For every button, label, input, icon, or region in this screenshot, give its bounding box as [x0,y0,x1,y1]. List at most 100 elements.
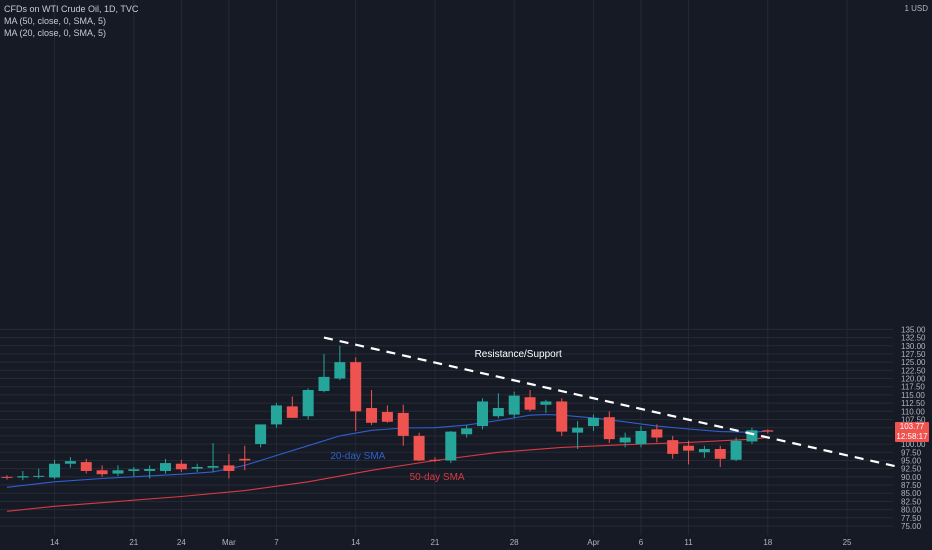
candle-body [175,463,187,470]
candle-body [366,408,378,423]
candle-up [730,437,742,462]
candle-down [223,453,235,479]
candle-body [64,461,76,464]
candle-body [587,417,599,427]
x-tick-label: 18 [763,538,772,547]
candle-up [318,353,330,393]
candle-body [350,362,362,412]
candle-up [207,443,219,472]
candle-up [492,393,504,419]
candle-up [461,425,473,438]
candle-down [556,398,568,436]
candle-body [619,437,631,443]
time-axis[interactable]: 14 21 24 Mar 7 14 21 28 Apr 6 11 18 25 [50,538,852,547]
currency-label[interactable]: 1 USD [904,4,928,13]
candle-body [160,463,171,471]
candle-body [255,424,267,445]
last-price-value: 103.77 [899,422,925,431]
trendline-layer [323,336,895,468]
candle-body [556,401,568,432]
ma50-legend[interactable]: MA (50, close, 0, SMA, 5) [4,16,107,26]
candle-body [270,405,282,425]
candle-up [64,457,76,468]
candle-up [587,414,599,431]
candle-body [1,476,13,478]
x-tick-label: 6 [639,538,644,547]
candle-body [49,463,61,478]
x-tick-label: 21 [430,538,439,547]
resistance-support-trendline [323,336,895,468]
candle-body [698,448,710,453]
candle-down [683,440,695,465]
candle-down [651,424,663,443]
y-tick-label: 122.50 [901,366,926,375]
candle-down [1,475,13,480]
candle-body [461,428,473,435]
grid [0,0,893,535]
candle-body [413,435,425,461]
candle-body [445,431,457,461]
candle-down [80,458,92,474]
candle-body [17,476,29,478]
y-tick-label: 107.50 [901,415,926,424]
candle-up [572,421,584,449]
candle-body [508,395,520,415]
y-tick-label: 80.00 [901,506,922,515]
candle-down [714,445,726,468]
x-tick-label: Mar [222,538,236,547]
y-tick-label: 132.50 [901,334,926,343]
y-tick-label: 92.50 [901,465,922,474]
x-tick-label: 25 [843,538,852,547]
bar-countdown: 12:58:17 [896,432,928,441]
legend: CFDs on WTI Crude Oil, 1D, TVC MA (50, c… [4,3,138,39]
last-price-tag: 103.77 12:58:17 [895,422,929,442]
candle-up [191,463,203,472]
y-tick-label: 112.50 [901,399,925,408]
candle-body [397,412,409,436]
candle-up [477,398,488,430]
y-tick-label: 125.00 [901,358,926,367]
candle-up [635,426,647,448]
candle-body [80,462,92,471]
candle-down [96,465,108,477]
candle-up [33,468,45,479]
candle-up [445,430,457,464]
candle-body [762,430,774,432]
candle-up [17,470,29,481]
candle-body [524,397,536,410]
candle-body [683,445,695,451]
candle-down [239,445,251,471]
candle-body [667,440,679,454]
candle-body [429,459,441,461]
candle-up [334,345,346,381]
candle-body [144,468,156,471]
candle-body [128,469,140,471]
chart-annotation: 50-day SMA [410,472,465,483]
candle-down [603,411,615,444]
y-tick-label: 130.00 [901,342,926,351]
chart-annotation: 20-day SMA [330,451,385,462]
candle-up [698,445,710,458]
candle-up [128,467,140,477]
candle-up [144,465,156,479]
y-tick-label: 90.00 [901,473,922,482]
candle-up [302,388,314,420]
y-tick-label: 85.00 [901,489,922,498]
candle-down [350,357,362,431]
candle-body [381,411,393,422]
ma20-legend[interactable]: MA (20, close, 0, SMA, 5) [4,28,107,38]
candle-up [160,458,171,474]
candle-body [207,466,219,468]
candle-body [318,376,330,391]
x-tick-label: 11 [684,538,693,547]
y-tick-label: 77.50 [901,514,922,523]
candle-body [334,362,346,379]
x-tick-label: 28 [510,538,519,547]
candle-up [270,403,282,428]
candle-down [524,390,536,412]
symbol-title[interactable]: CFDs on WTI Crude Oil, 1D, TVC [4,4,139,14]
candle-body [477,401,488,427]
x-tick-label: 7 [274,538,279,547]
